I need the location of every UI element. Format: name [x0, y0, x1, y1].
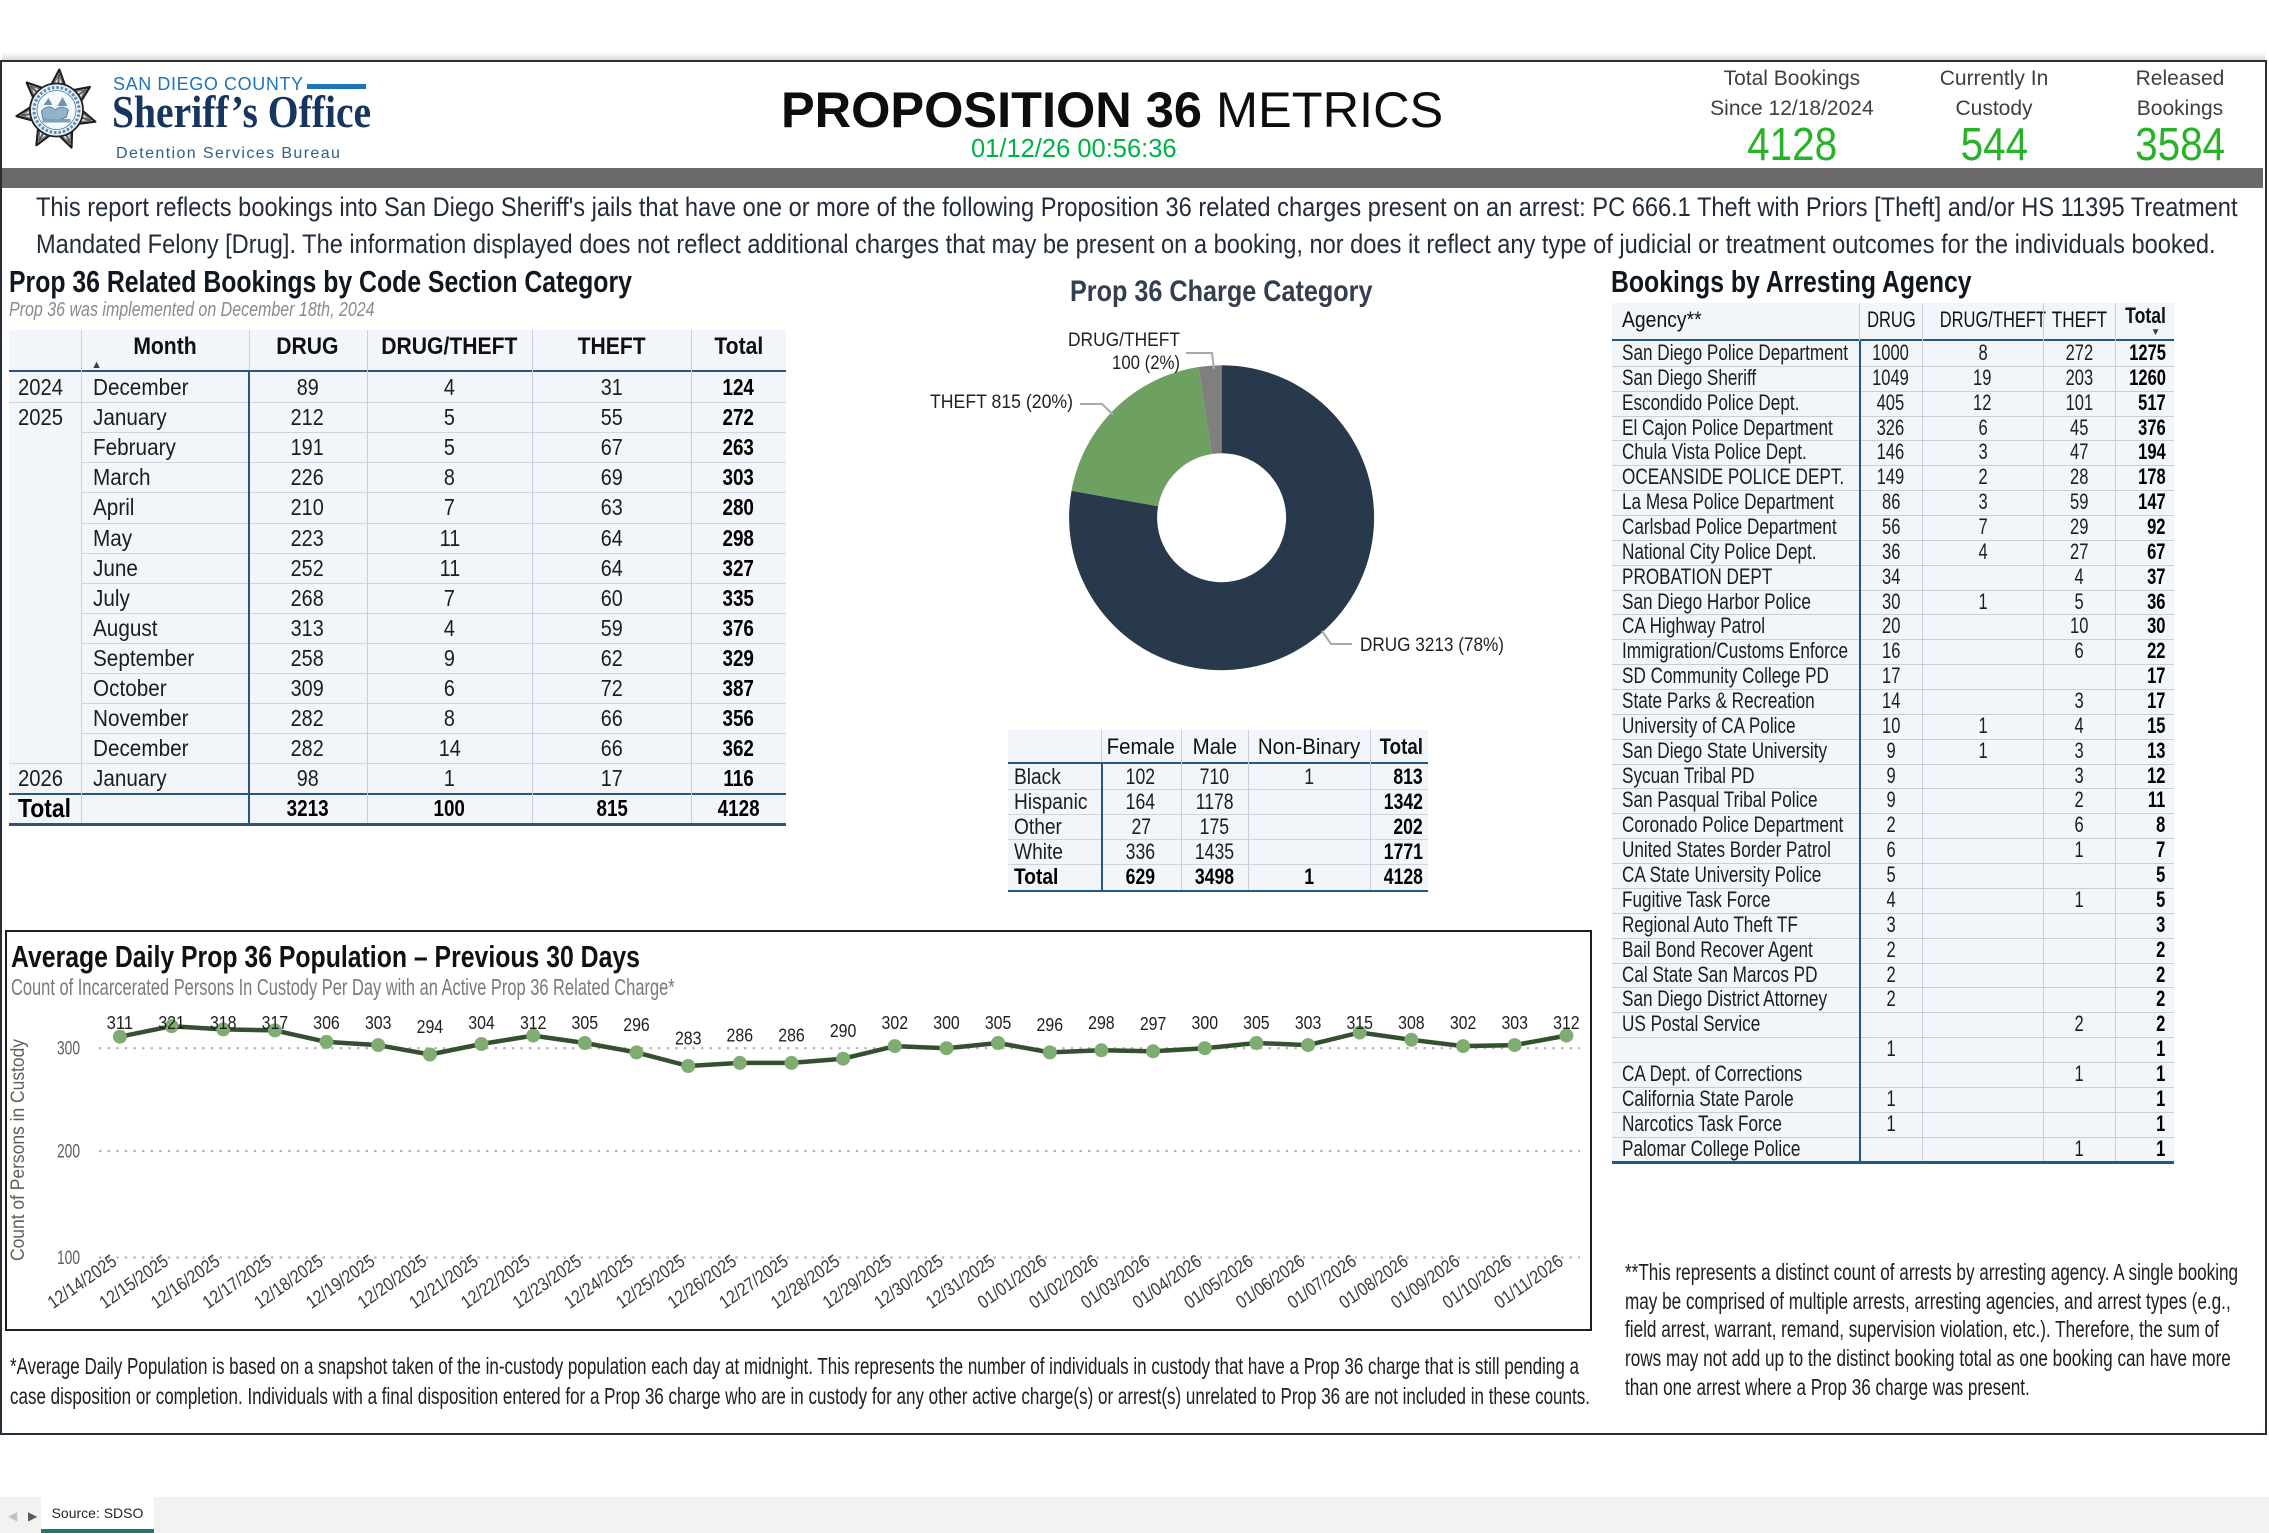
svg-text:298: 298 [1088, 1012, 1115, 1033]
svg-text:306: 306 [313, 1012, 340, 1033]
svg-text:296: 296 [1037, 1014, 1064, 1035]
svg-text:286: 286 [778, 1024, 805, 1045]
svg-text:305: 305 [985, 1012, 1012, 1033]
svg-text:100 (2%): 100 (2%) [1112, 352, 1180, 374]
svg-text:304: 304 [468, 1012, 495, 1033]
svg-text:308: 308 [1398, 1012, 1425, 1033]
svg-text:315: 315 [1346, 1012, 1373, 1033]
svg-text:294: 294 [417, 1016, 444, 1037]
svg-text:317: 317 [262, 1012, 289, 1033]
svg-text:305: 305 [572, 1012, 599, 1033]
svg-text:300: 300 [1192, 1012, 1219, 1033]
svg-text:290: 290 [830, 1020, 857, 1041]
svg-text:DRUG/THEFT: DRUG/THEFT [1068, 329, 1180, 351]
svg-text:100: 100 [57, 1248, 80, 1269]
svg-text:311: 311 [107, 1012, 134, 1033]
svg-text:300: 300 [933, 1012, 960, 1033]
svg-text:283: 283 [675, 1028, 702, 1049]
svg-text:305: 305 [1243, 1012, 1270, 1033]
svg-text:303: 303 [365, 1012, 392, 1033]
svg-text:200: 200 [57, 1142, 80, 1163]
svg-text:286: 286 [727, 1024, 754, 1045]
svg-text:300: 300 [57, 1039, 80, 1060]
svg-text:296: 296 [623, 1014, 650, 1035]
svg-text:302: 302 [1450, 1012, 1477, 1033]
svg-text:303: 303 [1295, 1012, 1322, 1033]
svg-text:303: 303 [1501, 1012, 1528, 1033]
svg-text:302: 302 [882, 1012, 909, 1033]
svg-text:THEFT 815 (20%): THEFT 815 (20%) [930, 391, 1073, 413]
svg-text:312: 312 [1553, 1012, 1580, 1033]
svg-text:318: 318 [210, 1012, 237, 1033]
svg-text:Count of Persons in Custody: Count of Persons in Custody [7, 1039, 29, 1261]
svg-text:DRUG 3213 (78%): DRUG 3213 (78%) [1360, 634, 1504, 656]
svg-text:312: 312 [520, 1012, 547, 1033]
svg-text:321: 321 [158, 1012, 185, 1033]
svg-text:297: 297 [1140, 1013, 1167, 1034]
